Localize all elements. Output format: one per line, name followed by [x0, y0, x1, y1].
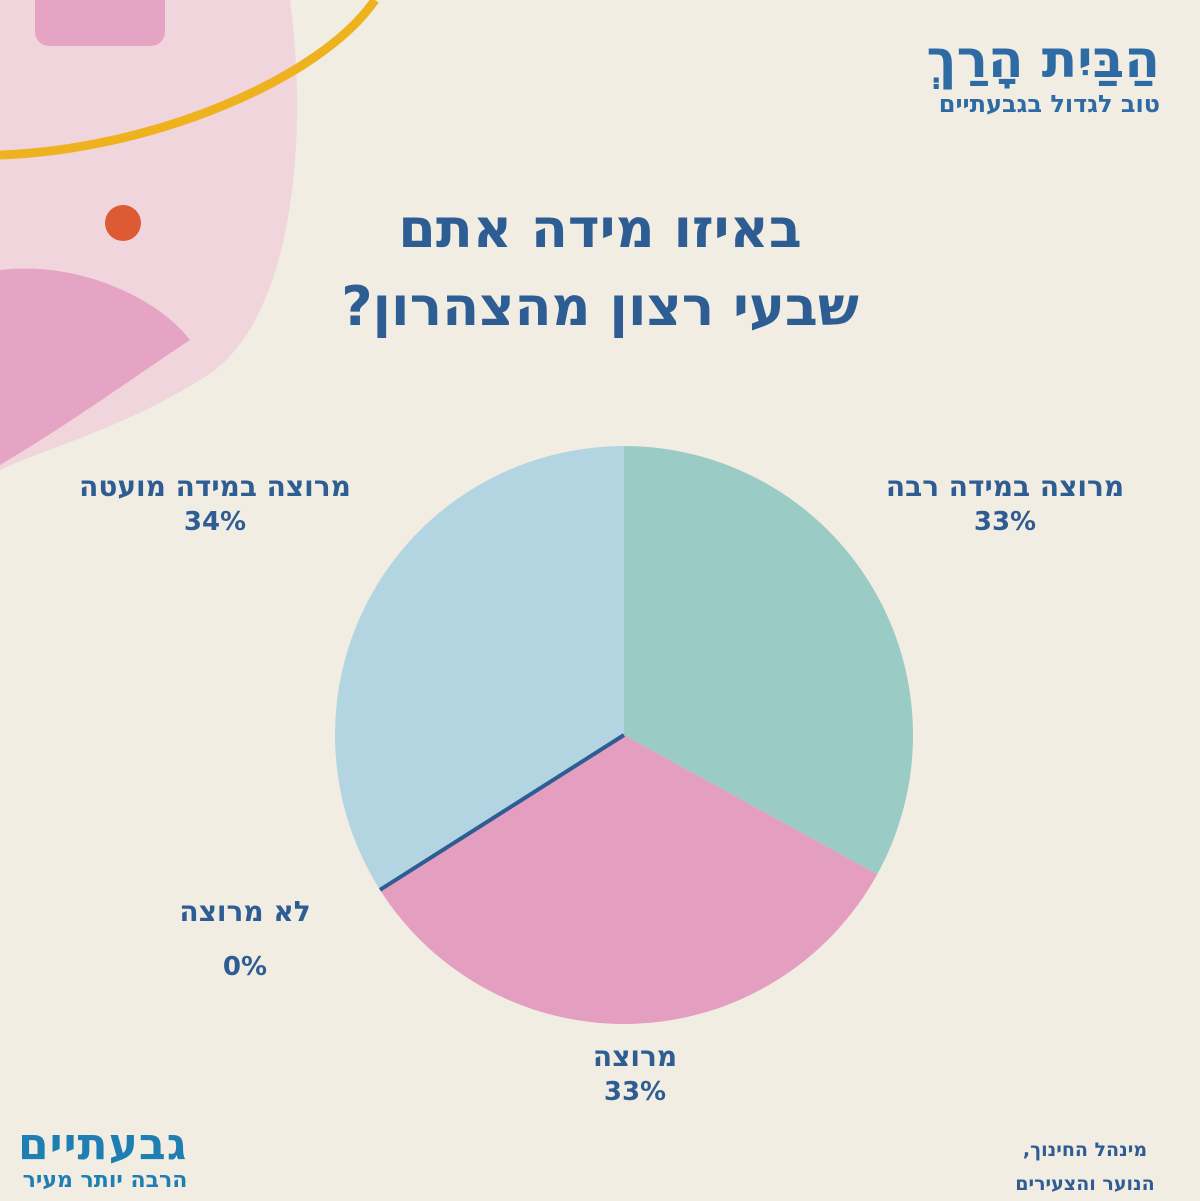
top-logo: הַבַּיִת הָרַךְ טוב לגדול בגבעתיים	[927, 30, 1160, 118]
chart-title-line2: שבעי רצון מהצהרון?	[341, 275, 859, 338]
chart-title-line1: באיזו מידה אתם	[398, 197, 802, 260]
label-not-satisfied: לא מרוצה 0%	[90, 895, 400, 982]
slice-percent: 34%	[183, 507, 247, 537]
slice-label: מרוצה במידה רבה	[885, 470, 1125, 503]
slice-label: לא מרוצה	[179, 895, 311, 928]
pie-slice-zero	[378, 733, 626, 892]
city-logo: גבעתיים הרבה יותר מעיר	[18, 1119, 188, 1194]
slice-percent: 33%	[973, 507, 1037, 537]
label-very-satisfied: מרוצה במידה רבה 33%	[850, 470, 1160, 537]
city-logo-subtitle: הרבה יותר מעיר	[22, 1168, 188, 1193]
department-credit: מינהל החינוך, הנוער והצעירים	[1000, 1133, 1170, 1201]
label-slightly-satisfied: מרוצה במידה מועטה 34%	[40, 470, 390, 537]
slice-label: מרוצה במידה מועטה	[79, 470, 351, 503]
slice-percent: 33%	[603, 1077, 667, 1107]
department-line2: הנוער והצעירים	[1015, 1173, 1155, 1195]
slice-percent: 0%	[222, 952, 268, 982]
department-line1: מינהל החינוך,	[1022, 1139, 1148, 1161]
label-satisfied: מרוצה 33%	[480, 1040, 790, 1107]
chart-title: באיזו מידה אתם שבעי רצון מהצהרון?	[250, 190, 950, 346]
pie-slice	[379, 735, 878, 1025]
pink-rounded-rect	[35, 0, 165, 46]
pie-slice	[624, 446, 914, 875]
city-logo-title: גבעתיים	[18, 1119, 188, 1170]
top-logo-title: הַבַּיִת הָרַךְ	[926, 30, 1160, 90]
top-logo-subtitle: טוב לגדול בגבעתיים	[938, 90, 1160, 118]
pink-wave-shape	[0, 268, 190, 465]
orange-dot	[105, 205, 141, 241]
slice-label: מרוצה	[592, 1040, 678, 1073]
yellow-arc	[0, 0, 379, 160]
